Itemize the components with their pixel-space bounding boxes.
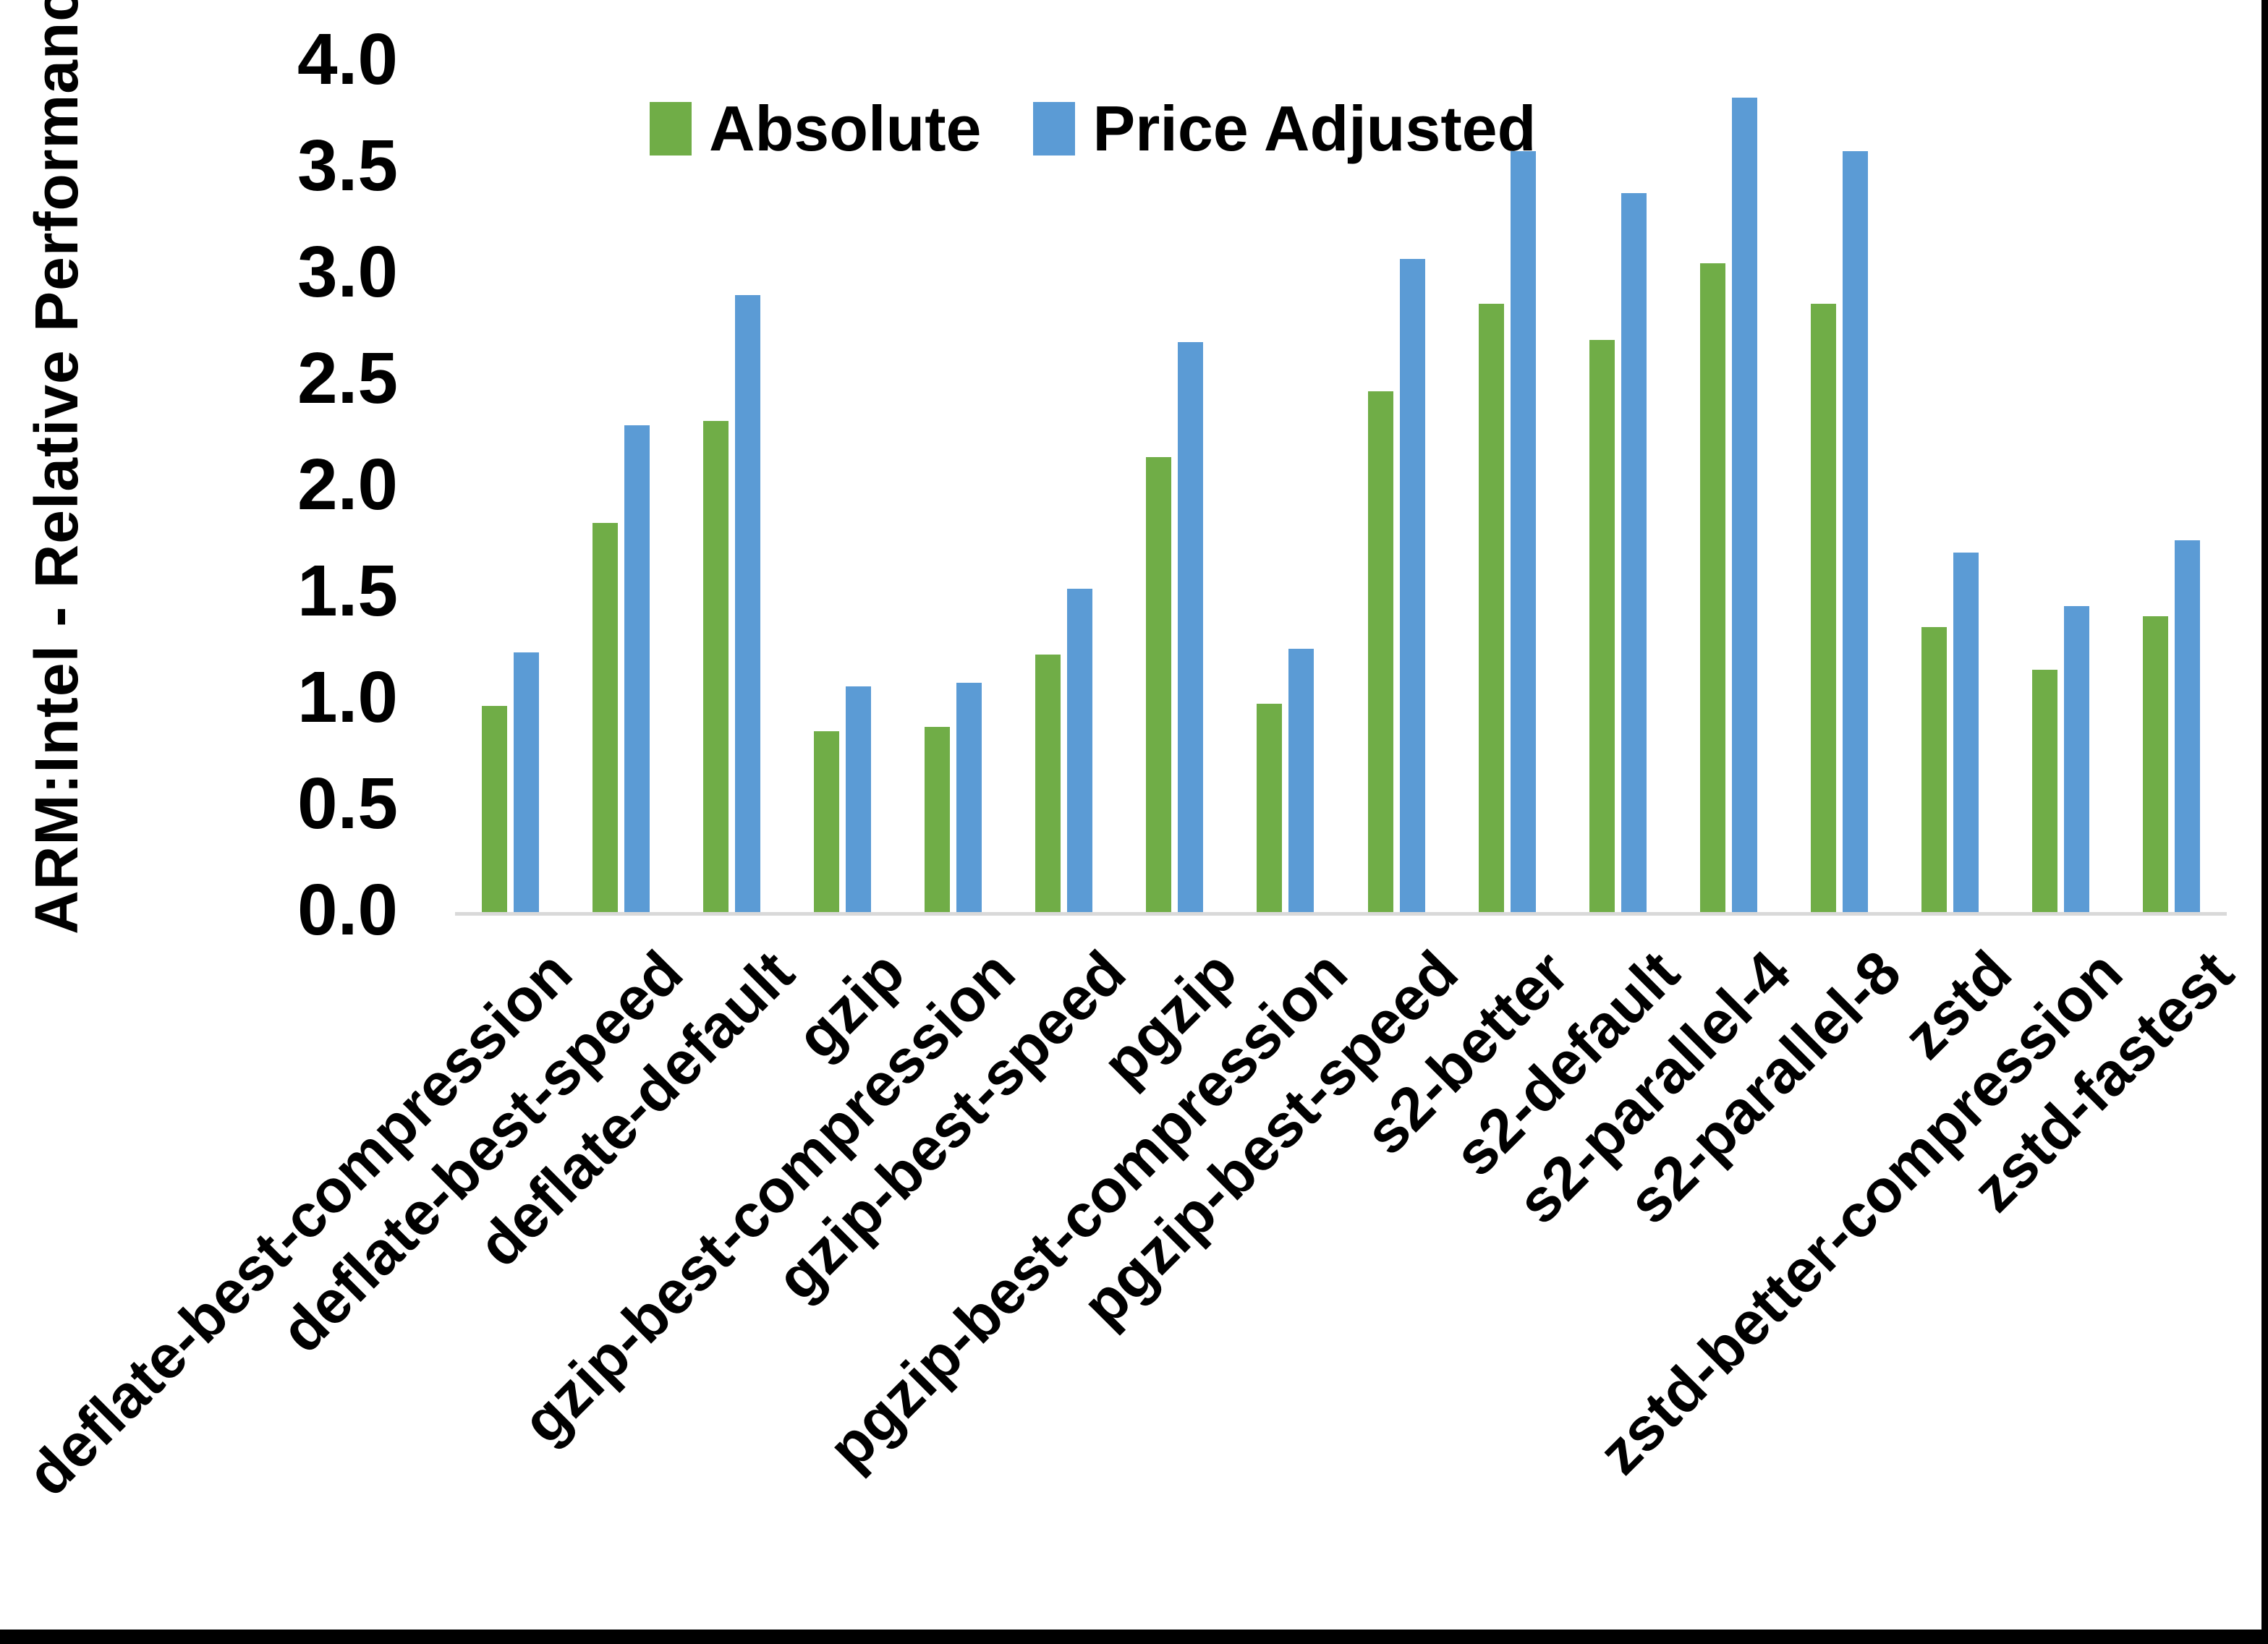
bar-absolute-deflate-default	[703, 420, 729, 914]
price-adjusted-series-swatch-icon	[1033, 102, 1076, 156]
bar-absolute-pgzip	[1146, 456, 1172, 914]
bar-price-adjusted-s2-better	[1510, 150, 1536, 914]
bar-price-adjusted-deflate-best-compression	[514, 652, 540, 914]
y-axis-tick-label: 3.0	[297, 231, 398, 312]
bar-group-s2-parallel-4	[1673, 64, 1784, 914]
x-axis-category-label: deflate-best-speed	[268, 937, 696, 1366]
bar-absolute-deflate-best-compression	[482, 705, 508, 914]
legend-item-price-adjusted: Price Adjusted	[1033, 92, 1536, 166]
y-axis-tick-label: 4.0	[297, 19, 398, 100]
y-axis-tick-label: 3.5	[297, 125, 398, 206]
bar-absolute-s2-default	[1589, 340, 1615, 914]
bar-group-gzip	[787, 64, 898, 914]
y-axis-tick-label: 1.0	[297, 657, 398, 738]
plot-area	[455, 64, 2227, 914]
y-axis-tick-label: 0.5	[297, 763, 398, 844]
bar-absolute-zstd	[1921, 627, 1947, 914]
x-axis-category-label: s2-default	[1441, 937, 1693, 1189]
bar-group-zstd-better-compression	[2005, 64, 2116, 914]
bar-absolute-gzip-best-compression	[925, 727, 951, 914]
bar-price-adjusted-zstd-better-compression	[2063, 605, 2089, 914]
bar-group-s2-better	[1452, 64, 1563, 914]
x-axis-category-label: gzip-best-speed	[763, 937, 1139, 1313]
y-axis-tick-label: 2.0	[297, 444, 398, 525]
bar-absolute-pgzip-best-compression	[1257, 703, 1283, 914]
bar-group-pgzip-best-compression	[1230, 64, 1341, 914]
bar-group-pgzip-best-speed	[1341, 64, 1452, 914]
x-axis-category-label: zstd	[1890, 937, 2025, 1072]
bar-group-s2-default	[1563, 64, 1673, 914]
legend: Absolute Price Adjusted	[650, 85, 1536, 172]
y-axis-tick-label: 0.0	[297, 869, 398, 950]
y-axis-tick-label: 2.5	[297, 338, 398, 419]
x-axis-category-label: gzip	[783, 937, 917, 1072]
bar-group-s2-parallel-8	[1784, 64, 1895, 914]
y-axis-title: ARM:Intel - Relative Performance	[22, 0, 90, 934]
absolute-series-swatch-icon	[650, 102, 692, 156]
bar-absolute-zstd-better-compression	[2031, 669, 2057, 914]
bar-absolute-s2-better	[1478, 304, 1504, 914]
bar-group-gzip-best-compression	[898, 64, 1008, 914]
bar-price-adjusted-deflate-best-speed	[624, 425, 650, 914]
bar-absolute-s2-parallel-4	[1699, 263, 1725, 914]
bar-price-adjusted-pgzip-best-compression	[1288, 648, 1314, 914]
bar-price-adjusted-deflate-default	[735, 295, 761, 914]
x-axis-category-label: zstd-better-compression	[1585, 937, 2136, 1488]
bar-price-adjusted-s2-default	[1621, 193, 1647, 914]
bar-price-adjusted-gzip-best-speed	[1067, 589, 1093, 914]
x-axis-category-label: deflate-best-compression	[14, 937, 585, 1509]
bar-group-deflate-default	[676, 64, 787, 914]
bar-absolute-pgzip-best-speed	[1367, 391, 1393, 914]
bar-absolute-deflate-best-speed	[593, 523, 619, 914]
legend-label-absolute: Absolute	[709, 93, 982, 164]
bar-price-adjusted-s2-parallel-4	[1731, 98, 1757, 914]
x-axis-category-label: pgzip-best-speed	[1069, 937, 1471, 1340]
bar-group-deflate-best-speed	[566, 64, 676, 914]
bar-price-adjusted-gzip-best-compression	[956, 682, 982, 914]
bar-absolute-zstd-fastest	[2142, 616, 2168, 914]
bar-price-adjusted-s2-parallel-8	[1842, 150, 1868, 914]
bar-group-gzip-best-speed	[1008, 64, 1119, 914]
x-axis-category-label: pgzip-best-compression	[815, 937, 1360, 1483]
legend-item-absolute: Absolute	[650, 92, 981, 166]
x-axis-category-label: deflate-default	[464, 937, 807, 1279]
bar-group-zstd	[1895, 64, 2005, 914]
bar-absolute-s2-parallel-8	[1810, 304, 1836, 914]
y-axis-tick-label: 1.5	[297, 550, 398, 631]
frame-border-bottom	[0, 1630, 2268, 1644]
bar-price-adjusted-zstd	[1953, 553, 1979, 914]
x-axis-line	[455, 912, 2227, 916]
bar-price-adjusted-zstd-fastest	[2174, 540, 2200, 914]
bar-price-adjusted-pgzip	[1178, 342, 1204, 914]
bar-group-pgzip	[1119, 64, 1230, 914]
frame-border-right	[2261, 0, 2268, 1644]
bar-price-adjusted-pgzip-best-speed	[1399, 259, 1425, 914]
bar-absolute-gzip	[814, 731, 840, 914]
bar-group-zstd-fastest	[2116, 64, 2227, 914]
x-axis-category-label: s2-better	[1351, 937, 1582, 1167]
bar-absolute-gzip-best-speed	[1035, 655, 1061, 914]
x-axis-category-label: gzip-best-compression	[509, 937, 1028, 1457]
x-axis-category-label: zstd-fastest	[1958, 937, 2246, 1225]
legend-label-price-adjusted: Price Adjusted	[1092, 93, 1537, 164]
x-axis-category-label: pgzip	[1089, 937, 1249, 1098]
bar-price-adjusted-gzip	[846, 686, 872, 914]
x-axis-category-label: s2-parallel-4	[1504, 937, 1804, 1237]
x-axis-category-label: s2-parallel-8	[1615, 937, 1914, 1237]
bar-group-deflate-best-compression	[455, 64, 566, 914]
